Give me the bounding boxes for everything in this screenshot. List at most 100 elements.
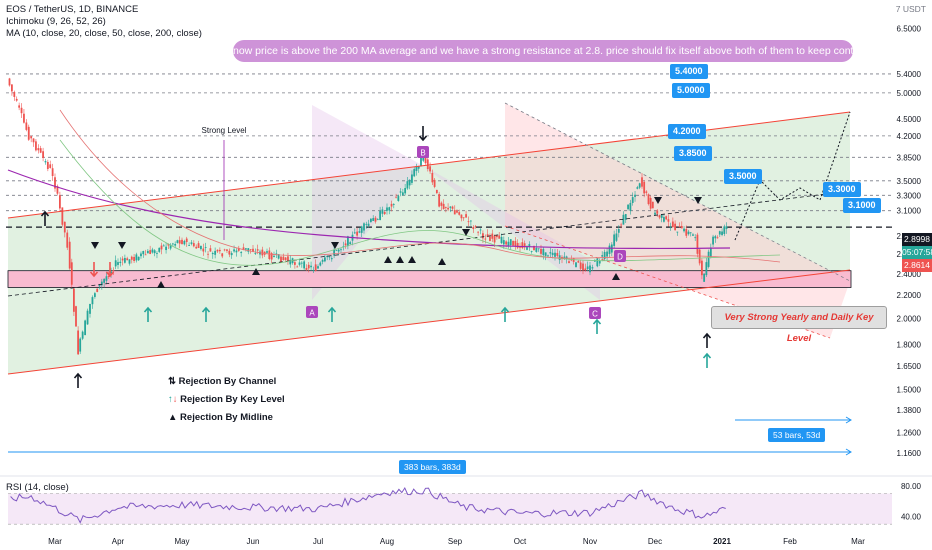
y-tick-label: 1.8000: [897, 341, 922, 350]
candle-body: [30, 136, 33, 139]
candle-body: [252, 248, 254, 252]
candle-body: [601, 255, 604, 257]
candle-body: [287, 256, 289, 262]
midline-down-triangle: [694, 197, 702, 204]
analysis-note[interactable]: now price is above the 200 MA average an…: [233, 40, 853, 62]
candle-body: [100, 281, 103, 286]
y-tick-label: 1.1600: [897, 449, 922, 458]
candle-body: [660, 214, 663, 218]
candle-body: [579, 262, 582, 269]
price-tag[interactable]: 5.0000: [672, 83, 710, 98]
candle-body: [507, 241, 510, 246]
candle-body: [79, 338, 82, 352]
candle-body: [712, 236, 714, 245]
arrow-head: [418, 135, 428, 142]
candle-body: [535, 248, 538, 252]
candle-body: [51, 168, 54, 176]
candle-body: [112, 270, 115, 272]
y-tick-label: 1.5000: [897, 386, 922, 395]
x-tick-label: 2021: [713, 537, 731, 546]
rsi-legend[interactable]: RSI (14, close): [6, 482, 69, 493]
candle-body: [86, 310, 89, 325]
candle-body: [514, 240, 517, 247]
key-level-up-arrow: [143, 306, 153, 322]
candle-body: [42, 151, 44, 158]
candle-body: [273, 255, 275, 257]
arrow-head: [702, 352, 712, 359]
candle-body: [176, 240, 179, 243]
date-range-label[interactable]: 383 bars, 383d: [399, 460, 466, 474]
candle-body: [123, 257, 126, 263]
candle-body: [453, 210, 456, 215]
key-level-note[interactable]: Very Strong Yearly and Daily Key Level: [711, 306, 887, 344]
candle-body: [678, 226, 681, 228]
pattern-label-box: [417, 146, 429, 158]
candle-body: [629, 202, 632, 211]
ma-price-label: 2.8614: [902, 259, 932, 272]
pattern-label-text: C: [592, 310, 598, 319]
candle-body: [365, 223, 368, 225]
candle-body: [643, 181, 646, 194]
candle-body: [140, 253, 142, 257]
x-tick-label: Mar: [851, 537, 865, 546]
moving-average-legend[interactable]: MA (10, close, 20, close, 50, close, 200…: [6, 28, 202, 39]
x-tick-label: May: [174, 537, 189, 546]
pattern-label: A: [306, 306, 318, 318]
date-range-label[interactable]: 53 bars, 53d: [768, 428, 826, 442]
candle-body: [135, 254, 138, 261]
candle-body: [547, 255, 549, 257]
candle-body: [347, 236, 349, 247]
price-tag[interactable]: 5.4000: [670, 64, 708, 79]
harmonic-pattern-right: [422, 165, 600, 300]
candle-body: [358, 231, 361, 233]
candle-body: [344, 243, 347, 246]
candle-body: [577, 261, 580, 263]
candle-body: [158, 247, 161, 252]
arrow-head: [201, 306, 211, 313]
candle-body: [465, 214, 467, 218]
candle-body: [185, 238, 188, 242]
y-tick-label: 1.6500: [897, 362, 922, 371]
channel-up-arrow: [40, 210, 50, 226]
candle-body: [433, 179, 436, 187]
midline-up-triangle: [252, 268, 260, 275]
candle-body: [493, 235, 496, 243]
candle-body: [178, 240, 181, 244]
arrow-head: [702, 332, 712, 339]
candle-body: [66, 232, 69, 248]
candle-body: [624, 214, 627, 220]
midline-up-triangle: [438, 258, 446, 265]
x-tick-label: Oct: [514, 537, 527, 546]
ichimoku-legend[interactable]: Ichimoku (9, 26, 52, 26): [6, 16, 106, 27]
arrow-head: [327, 306, 337, 313]
candle-body: [188, 245, 190, 246]
price-tag[interactable]: 3.8500: [674, 146, 712, 161]
candle-body: [156, 253, 158, 254]
candle-body: [20, 107, 23, 114]
price-tag[interactable]: 4.2000: [668, 124, 706, 139]
candle-body: [696, 234, 699, 254]
triangle-up-down-icon: ▲: [168, 412, 178, 423]
price-tag[interactable]: 3.3000: [823, 182, 861, 197]
y-tick-label: 5.0000: [897, 89, 922, 98]
candle-body: [254, 253, 257, 254]
rsi-tick-label: 40.00: [901, 513, 922, 522]
candle-body: [169, 244, 172, 249]
candle-body: [721, 231, 723, 235]
candle-body: [192, 243, 195, 247]
legend-rejection-channel: ⇅ Rejection By Channel: [168, 376, 276, 387]
candle-body: [462, 217, 465, 219]
pattern-label-text: D: [617, 253, 623, 262]
candle-body: [627, 204, 629, 210]
candle-body: [356, 231, 358, 236]
price-tag[interactable]: 3.1000: [843, 198, 881, 213]
price-tag[interactable]: 3.5000: [724, 169, 762, 184]
midline-down-triangle: [462, 229, 470, 236]
candle-body: [126, 258, 129, 261]
midline-up-triangle: [612, 273, 620, 280]
candle-body: [709, 248, 712, 257]
candle-body: [256, 249, 259, 251]
candle-body: [523, 243, 526, 248]
y-tick-label: 2.0000: [897, 315, 922, 324]
